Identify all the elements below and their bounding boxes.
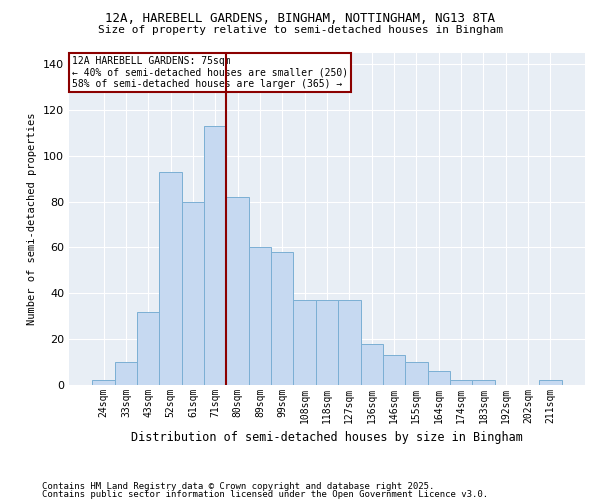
Bar [338, 300, 361, 385]
X-axis label: Distribution of semi-detached houses by size in Bingham: Distribution of semi-detached houses by … [131, 432, 523, 444]
Bar [226, 197, 249, 385]
Bar [539, 380, 562, 385]
Y-axis label: Number of semi-detached properties: Number of semi-detached properties [28, 112, 37, 325]
Bar [428, 371, 450, 385]
Bar [271, 252, 293, 385]
Bar [405, 362, 428, 385]
Text: Size of property relative to semi-detached houses in Bingham: Size of property relative to semi-detach… [97, 25, 503, 35]
Text: Contains HM Land Registry data © Crown copyright and database right 2025.: Contains HM Land Registry data © Crown c… [42, 482, 434, 491]
Bar [316, 300, 338, 385]
Bar [249, 248, 271, 385]
Bar [204, 126, 226, 385]
Bar [472, 380, 494, 385]
Text: 12A HAREBELL GARDENS: 75sqm
← 40% of semi-detached houses are smaller (250)
58% : 12A HAREBELL GARDENS: 75sqm ← 40% of sem… [71, 56, 348, 89]
Bar [361, 344, 383, 385]
Bar [115, 362, 137, 385]
Bar [293, 300, 316, 385]
Text: 12A, HAREBELL GARDENS, BINGHAM, NOTTINGHAM, NG13 8TA: 12A, HAREBELL GARDENS, BINGHAM, NOTTINGH… [105, 12, 495, 26]
Bar [92, 380, 115, 385]
Bar [160, 172, 182, 385]
Bar [137, 312, 160, 385]
Bar [383, 355, 405, 385]
Text: Contains public sector information licensed under the Open Government Licence v3: Contains public sector information licen… [42, 490, 488, 499]
Bar [182, 202, 204, 385]
Bar [450, 380, 472, 385]
